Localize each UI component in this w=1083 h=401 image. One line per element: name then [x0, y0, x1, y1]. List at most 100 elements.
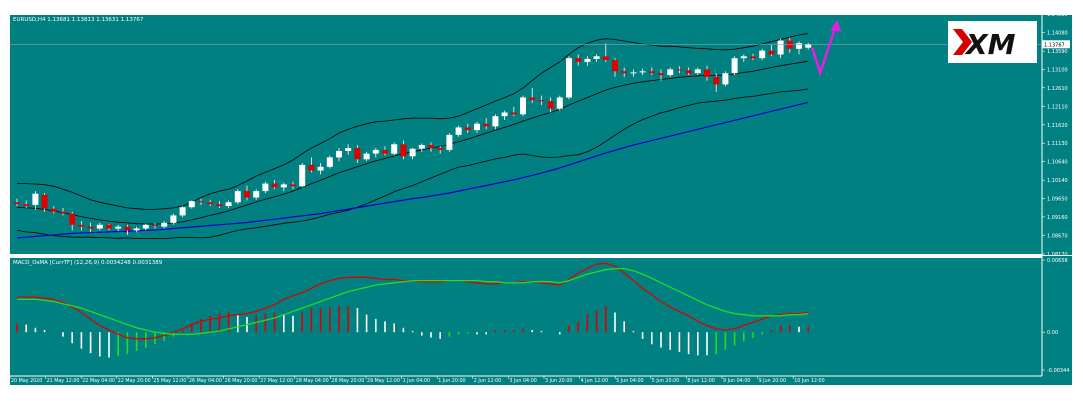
candle-body — [317, 166, 324, 171]
price-tick-label: 1.08670 — [1047, 233, 1068, 239]
xm-logo-background — [948, 21, 1037, 63]
candle-body — [170, 215, 177, 223]
candle-body — [759, 50, 766, 59]
candle-body — [409, 148, 416, 157]
candle-body — [207, 202, 214, 205]
moving-average-line — [16, 101, 809, 239]
candle-body — [694, 69, 701, 74]
price-tick-label: 1.13590 — [1047, 49, 1068, 55]
price-tick-label: 1.10640 — [1047, 160, 1068, 166]
candle-body — [60, 211, 66, 214]
time-tick-label: 28 May 20:00 — [331, 378, 364, 384]
candle-body — [87, 226, 94, 229]
candle-body — [198, 201, 204, 203]
candle-body — [750, 56, 756, 59]
candle-body — [676, 69, 683, 71]
candle-body — [96, 224, 103, 229]
price-tick-label: 1.09650 — [1047, 197, 1068, 203]
time-tick-label: 9 Jun 20:00 — [759, 378, 786, 384]
macd-tick-label: 0.00658 — [1047, 258, 1068, 264]
time-tick-label: 25 May 12:00 — [153, 378, 186, 384]
time-tick-label: 3 Jun 20:00 — [545, 378, 572, 384]
time-tick-label: 29 May 12:00 — [367, 378, 400, 384]
candle-body — [501, 112, 508, 117]
time-tick-label: 1 Jun 04:00 — [403, 378, 430, 384]
candle-body — [740, 56, 747, 59]
candle-body — [345, 148, 352, 151]
time-tick-label: 5 Jun 04:00 — [616, 378, 643, 384]
macd-tick-label: 0.00 — [1047, 330, 1058, 336]
candle-body — [225, 202, 232, 206]
candle-body — [520, 97, 526, 115]
time-tick-label: 2 Jun 12:00 — [474, 378, 501, 384]
candle-body — [50, 208, 57, 212]
time-tick-label: 27 May 12:00 — [260, 378, 293, 384]
time-tick-label: 22 May 20:00 — [118, 378, 151, 384]
candle-body — [124, 226, 131, 231]
candle-body — [428, 145, 434, 148]
candle-body — [584, 58, 591, 62]
candle-body — [556, 97, 563, 109]
time-tick-label: 28 May 04:00 — [296, 378, 329, 384]
bollinger-upper-line — [17, 33, 809, 210]
candle-body — [538, 100, 545, 102]
time-tick-label: 26 May 20:00 — [225, 378, 258, 384]
time-tick-label: 10 Jun 12:00 — [794, 378, 824, 384]
candle-body — [78, 224, 85, 227]
candle-body — [262, 183, 269, 192]
candle-body — [510, 112, 517, 115]
candle-body — [529, 97, 536, 101]
time-tick-label: 22 May 04:00 — [82, 378, 115, 384]
bollinger-lower-line — [16, 88, 809, 240]
time-tick-label: 21 May 12:00 — [47, 378, 80, 384]
candle-body — [400, 144, 407, 157]
current-price-tag — [1042, 40, 1070, 49]
price-tick-label: 1.12110 — [1047, 105, 1068, 111]
candle-body — [372, 149, 379, 154]
candle-body — [639, 71, 646, 73]
candle-body — [382, 149, 388, 154]
candle-body — [492, 116, 499, 127]
time-axis-area — [10, 376, 1072, 385]
candle-body — [722, 73, 729, 85]
candle-body — [133, 228, 140, 231]
candle-body — [216, 204, 223, 207]
candle-body — [299, 164, 306, 187]
time-tick-label: 9 Jun 04:00 — [723, 378, 750, 384]
candle-body — [575, 58, 582, 62]
macd-panel-area[interactable] — [10, 258, 1042, 376]
xm-logo-mark-icon — [953, 29, 972, 55]
time-tick-label: 20 May 2020 — [11, 378, 42, 384]
price-chart-area[interactable] — [10, 14, 1042, 254]
candle-body — [648, 71, 655, 74]
candle-body — [271, 183, 278, 188]
time-tick-label: 26 May 04:00 — [189, 378, 222, 384]
candle-body — [161, 222, 168, 227]
candle-body — [731, 58, 738, 74]
price-tick-label: 1.11130 — [1047, 141, 1068, 147]
candle-body — [437, 148, 444, 150]
price-tick-label: 1.12610 — [1047, 86, 1068, 92]
candle-body — [464, 127, 471, 130]
candle-body — [142, 224, 149, 229]
candle-body — [418, 145, 425, 149]
time-tick-label: 5 Jun 20:00 — [652, 378, 679, 384]
macd-panel-header: MACD_OsMA [CurrTF] (12,26,9) 0.0034248 0… — [13, 260, 163, 266]
price-tick-label: 1.08170 — [1047, 252, 1068, 258]
candle-body — [234, 191, 241, 203]
candle-body — [658, 73, 664, 76]
candle-body — [115, 226, 122, 229]
candle-body — [69, 213, 76, 225]
xm-logo-text: XM — [964, 28, 1016, 61]
candle-body — [593, 56, 600, 59]
candle-body — [354, 148, 361, 160]
price-scale-area — [1042, 14, 1072, 376]
forecast-arrow-line — [810, 27, 837, 78]
candle-body — [547, 101, 554, 109]
candle-body — [566, 58, 572, 98]
price-tick-label: 1.09160 — [1047, 215, 1068, 221]
candle-body — [290, 184, 296, 187]
candle-body — [685, 70, 692, 74]
